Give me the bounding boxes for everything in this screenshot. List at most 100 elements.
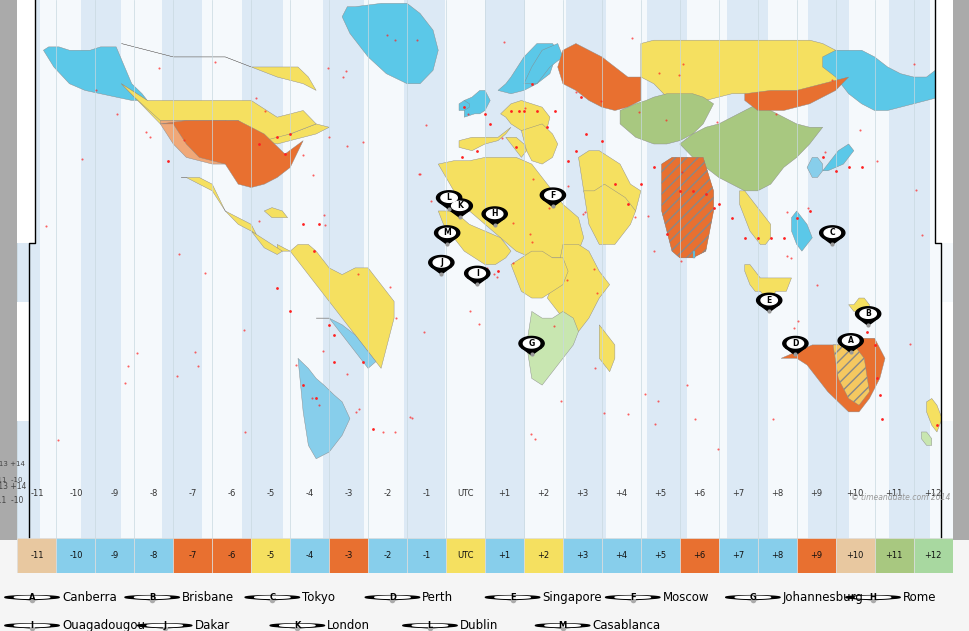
Polygon shape xyxy=(734,598,771,600)
Bar xyxy=(834,538,874,573)
Polygon shape xyxy=(469,269,484,278)
Polygon shape xyxy=(428,256,453,269)
Polygon shape xyxy=(467,278,486,285)
Polygon shape xyxy=(411,627,449,628)
Polygon shape xyxy=(523,44,562,84)
Polygon shape xyxy=(255,596,290,598)
Bar xyxy=(41,0,80,540)
Text: Ouagadougou: Ouagadougou xyxy=(62,620,144,631)
Text: -10: -10 xyxy=(69,489,82,498)
Polygon shape xyxy=(15,596,49,598)
Polygon shape xyxy=(780,338,884,412)
Polygon shape xyxy=(619,94,713,144)
Text: +4: +4 xyxy=(614,489,627,498)
Bar xyxy=(686,0,727,540)
Polygon shape xyxy=(251,231,282,254)
Polygon shape xyxy=(438,211,511,264)
Bar xyxy=(121,0,162,540)
Text: Dakar: Dakar xyxy=(195,620,230,631)
Polygon shape xyxy=(15,625,49,627)
Text: Moscow: Moscow xyxy=(662,591,708,604)
Text: A: A xyxy=(847,336,853,345)
Polygon shape xyxy=(756,293,781,307)
Polygon shape xyxy=(806,157,822,177)
Polygon shape xyxy=(822,50,952,110)
Polygon shape xyxy=(578,151,641,225)
Bar xyxy=(446,538,484,573)
Polygon shape xyxy=(858,318,877,326)
Text: +12: +12 xyxy=(923,551,941,560)
Bar xyxy=(367,538,407,573)
Polygon shape xyxy=(402,624,456,627)
Text: -1: -1 xyxy=(422,551,430,560)
Bar xyxy=(525,0,565,540)
Polygon shape xyxy=(692,251,695,258)
Polygon shape xyxy=(494,596,530,598)
Text: Tokyo: Tokyo xyxy=(302,591,335,604)
Polygon shape xyxy=(759,305,778,312)
Polygon shape xyxy=(147,625,182,627)
Polygon shape xyxy=(452,201,467,210)
Text: F: F xyxy=(549,191,555,199)
Bar xyxy=(80,0,121,540)
Polygon shape xyxy=(434,226,459,240)
Polygon shape xyxy=(925,399,941,432)
Polygon shape xyxy=(433,258,449,267)
Polygon shape xyxy=(121,84,328,144)
Text: Rome: Rome xyxy=(902,591,935,604)
Polygon shape xyxy=(278,627,316,628)
Bar xyxy=(796,538,834,573)
Text: Johannesburg: Johannesburg xyxy=(782,591,862,604)
Polygon shape xyxy=(437,237,456,244)
Text: -2: -2 xyxy=(383,489,391,498)
Polygon shape xyxy=(5,624,59,627)
Bar xyxy=(601,538,641,573)
Polygon shape xyxy=(605,596,659,599)
Text: © timeanddate.com 2014: © timeanddate.com 2014 xyxy=(851,493,950,502)
Bar xyxy=(646,0,686,540)
Text: G: G xyxy=(528,339,534,348)
Bar xyxy=(848,0,889,540)
Text: Canberra: Canberra xyxy=(62,591,116,604)
Polygon shape xyxy=(832,345,868,405)
Bar xyxy=(757,538,796,573)
Bar xyxy=(928,0,969,540)
Polygon shape xyxy=(791,211,811,251)
Bar xyxy=(242,0,283,540)
Bar xyxy=(17,538,56,573)
Polygon shape xyxy=(245,596,299,599)
Bar xyxy=(718,538,757,573)
Bar xyxy=(202,0,242,540)
Text: J: J xyxy=(440,258,442,267)
Bar xyxy=(484,0,525,540)
Text: -2: -2 xyxy=(383,551,391,560)
Text: B: B xyxy=(864,309,870,318)
Text: +10: +10 xyxy=(846,551,863,560)
Text: +1: +1 xyxy=(498,489,510,498)
Bar xyxy=(323,0,363,540)
Polygon shape xyxy=(13,598,51,600)
Text: M: M xyxy=(558,621,566,630)
Polygon shape xyxy=(545,625,579,627)
Polygon shape xyxy=(855,307,880,321)
Polygon shape xyxy=(121,84,316,141)
Polygon shape xyxy=(613,598,651,600)
Bar xyxy=(17,302,29,421)
Polygon shape xyxy=(761,296,776,305)
Text: D: D xyxy=(792,339,797,348)
Text: Brisbane: Brisbane xyxy=(182,591,234,604)
Text: -5: -5 xyxy=(266,489,274,498)
Text: -10: -10 xyxy=(69,551,82,560)
Bar xyxy=(767,0,807,540)
Polygon shape xyxy=(505,138,526,157)
Polygon shape xyxy=(661,157,713,258)
Text: UTC: UTC xyxy=(456,551,473,560)
Polygon shape xyxy=(641,40,848,104)
Bar xyxy=(444,0,484,540)
Polygon shape xyxy=(493,598,531,600)
Polygon shape xyxy=(787,339,802,348)
Bar xyxy=(641,538,679,573)
Bar xyxy=(290,538,328,573)
Text: -11: -11 xyxy=(30,551,44,560)
Polygon shape xyxy=(439,228,454,237)
